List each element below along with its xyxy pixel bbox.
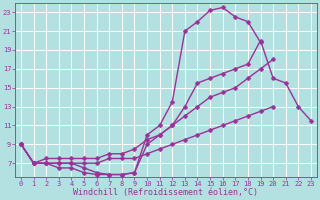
X-axis label: Windchill (Refroidissement éolien,°C): Windchill (Refroidissement éolien,°C) — [74, 188, 259, 197]
